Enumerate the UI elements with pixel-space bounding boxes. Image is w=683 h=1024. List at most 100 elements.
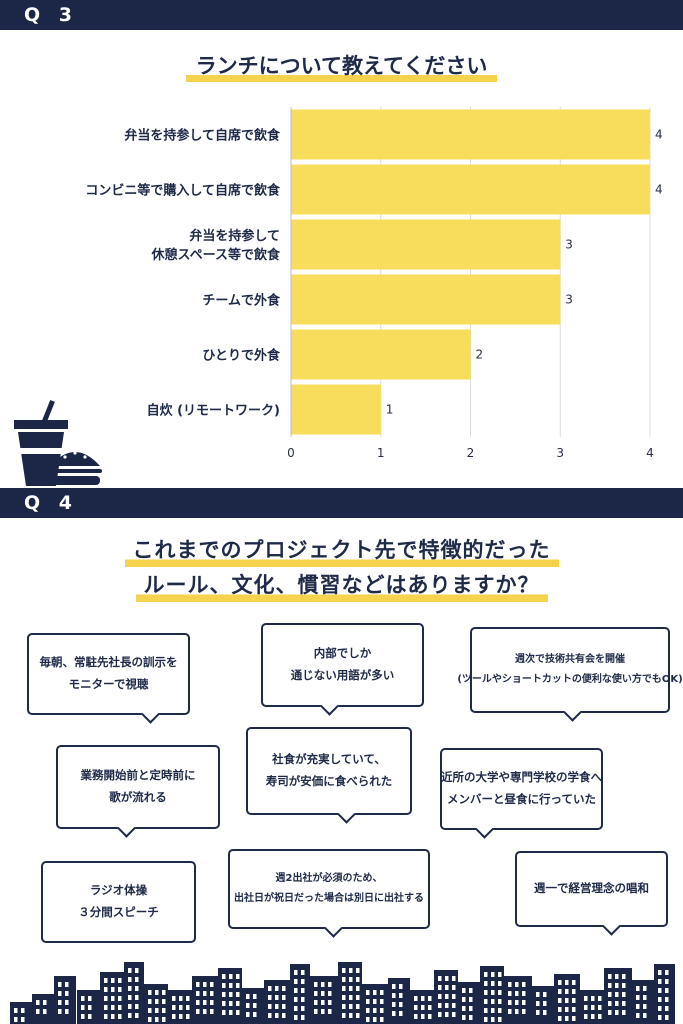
building-window bbox=[445, 1003, 449, 1008]
building-window bbox=[155, 1008, 159, 1013]
building-window bbox=[438, 976, 442, 981]
building-window bbox=[275, 986, 279, 991]
answer-bubble: ラジオ体操 ３分間スピーチ bbox=[41, 861, 196, 943]
building-window bbox=[301, 979, 305, 984]
bubble-line: ３分間スピーチ bbox=[78, 905, 159, 919]
building-window bbox=[543, 992, 547, 997]
category-label: チームで外食 bbox=[202, 293, 281, 309]
q3-title-wrap: ランチについて教えてください bbox=[0, 50, 683, 82]
building-window bbox=[366, 1017, 370, 1022]
lunch-bar-chart: 0 1 2 3 4 4 弁当を持参して自席で飲食 4 コンビニ等で購入して自席で飲食 3 弁当を持参… bbox=[85, 107, 663, 460]
building-window bbox=[584, 1014, 588, 1019]
building-window bbox=[314, 1000, 318, 1005]
building-window bbox=[428, 996, 432, 1001]
building-window bbox=[111, 1014, 115, 1019]
building-window bbox=[522, 1000, 526, 1005]
building-window bbox=[148, 990, 152, 995]
building-window bbox=[65, 1000, 69, 1005]
q4-header-band: Q 4 bbox=[0, 488, 683, 518]
building-window bbox=[43, 1009, 47, 1014]
building-window bbox=[36, 1000, 40, 1005]
building-window bbox=[118, 1014, 122, 1019]
bar bbox=[291, 219, 561, 270]
building-window bbox=[155, 1017, 159, 1022]
category-label: コンビニ等で購入して自席で飲食 bbox=[85, 183, 281, 199]
bubble-line: 週一で経営理念の唱和 bbox=[534, 881, 649, 896]
building-window bbox=[301, 988, 305, 993]
building-window bbox=[636, 1013, 640, 1018]
building-window bbox=[572, 989, 576, 994]
building-window bbox=[179, 996, 183, 1001]
building-window bbox=[615, 1010, 619, 1015]
building-window bbox=[452, 1003, 456, 1008]
building-window bbox=[491, 981, 495, 986]
building-window bbox=[65, 982, 69, 987]
building-window bbox=[598, 1005, 602, 1010]
building-window bbox=[349, 995, 353, 1000]
building-window bbox=[301, 1015, 305, 1020]
building-window bbox=[643, 995, 647, 1000]
building-window bbox=[428, 1005, 432, 1010]
building-window bbox=[565, 998, 569, 1003]
building-window bbox=[229, 1001, 233, 1006]
building-window bbox=[135, 995, 139, 1000]
building-window bbox=[515, 991, 519, 996]
building-window bbox=[591, 1014, 595, 1019]
building-window bbox=[314, 991, 318, 996]
building-window bbox=[665, 1015, 669, 1020]
building-window bbox=[328, 1009, 332, 1014]
building-window bbox=[14, 1008, 18, 1013]
building-window bbox=[275, 995, 279, 1000]
building-window bbox=[572, 1007, 576, 1012]
building-window bbox=[558, 998, 562, 1003]
building-window bbox=[282, 995, 286, 1000]
building-window bbox=[399, 1002, 403, 1007]
building-window bbox=[445, 985, 449, 990]
building-window bbox=[203, 991, 207, 996]
building-window bbox=[135, 986, 139, 991]
building-window bbox=[118, 978, 122, 983]
building-window bbox=[522, 991, 526, 996]
answer-bubble: 内部でしか 通じない用語が多い bbox=[261, 623, 424, 716]
building-window bbox=[491, 1017, 495, 1022]
bubble-line: メンバーと昼食に行っていた bbox=[447, 792, 596, 806]
bubble-line: 内部でしか bbox=[313, 646, 372, 661]
building-window bbox=[203, 1009, 207, 1014]
building-window bbox=[658, 979, 662, 984]
building-window bbox=[135, 1004, 139, 1009]
building-window bbox=[658, 1015, 662, 1020]
building-window bbox=[253, 1003, 257, 1008]
building-window bbox=[229, 974, 233, 979]
building-window bbox=[210, 1009, 214, 1014]
q4-label: Q 4 bbox=[24, 492, 78, 514]
building-window bbox=[282, 986, 286, 991]
building-window bbox=[491, 1008, 495, 1013]
building-window bbox=[636, 1004, 640, 1009]
building-window bbox=[615, 974, 619, 979]
building-window bbox=[462, 997, 466, 1002]
building-window bbox=[135, 1013, 139, 1018]
building-window bbox=[615, 992, 619, 997]
building-window bbox=[301, 997, 305, 1002]
building-window bbox=[229, 983, 233, 988]
building-window bbox=[111, 978, 115, 983]
bubble-line: 歌が流れる bbox=[109, 790, 167, 804]
building-window bbox=[380, 990, 384, 995]
building-window bbox=[615, 1001, 619, 1006]
building-window bbox=[452, 994, 456, 999]
building-window bbox=[88, 1005, 92, 1010]
building-window bbox=[665, 979, 669, 984]
category-label: ひとりで外食 bbox=[202, 348, 281, 364]
building-window bbox=[665, 997, 669, 1002]
building-window bbox=[301, 970, 305, 975]
building-window bbox=[608, 992, 612, 997]
building-window bbox=[321, 991, 325, 996]
bubble-tail bbox=[320, 697, 339, 716]
building-window bbox=[104, 978, 108, 983]
building-window bbox=[622, 1001, 626, 1006]
building-window bbox=[203, 982, 207, 987]
building-window bbox=[469, 988, 473, 993]
building-window bbox=[81, 1014, 85, 1019]
building-window bbox=[658, 970, 662, 975]
building-window bbox=[294, 1006, 298, 1011]
